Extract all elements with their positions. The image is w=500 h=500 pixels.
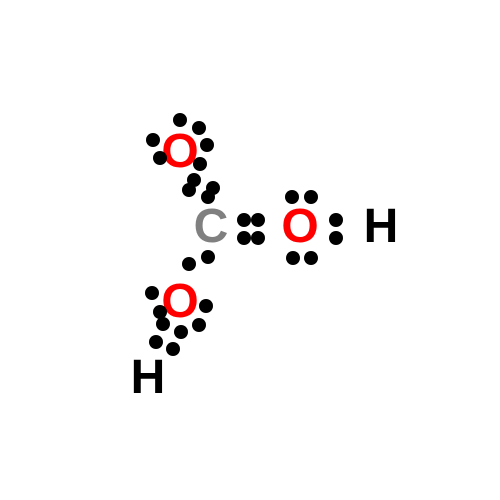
electron-dot <box>237 231 251 245</box>
electron-dot <box>199 299 213 313</box>
electron-dot <box>304 190 318 204</box>
electron-dot <box>329 231 343 245</box>
electron-dot <box>286 251 300 265</box>
electron-dot <box>251 213 265 227</box>
electron-dot <box>329 213 343 227</box>
atom-O1: O <box>161 128 198 176</box>
electron-dot <box>251 231 265 245</box>
electron-dot <box>166 342 180 356</box>
electron-dot <box>237 213 251 227</box>
electron-dot <box>174 325 188 339</box>
electron-dot <box>201 250 215 264</box>
electron-dot <box>187 173 201 187</box>
electron-dot <box>149 335 163 349</box>
atom-O2: O <box>281 203 318 251</box>
electron-dot <box>146 133 160 147</box>
electron-dot <box>173 113 187 127</box>
electron-dot <box>206 181 220 195</box>
electron-dot <box>153 151 167 165</box>
electron-dot <box>304 251 318 265</box>
lewis-structure-canvas: COOOHH <box>0 0 500 500</box>
electron-dot <box>182 257 196 271</box>
electron-dot <box>193 157 207 171</box>
atom-H2: H <box>131 354 166 402</box>
electron-dot <box>192 318 206 332</box>
electron-dot <box>145 286 159 300</box>
electron-dot <box>285 190 299 204</box>
electron-dot <box>200 138 214 152</box>
electron-dot <box>192 121 206 135</box>
electron-dot <box>156 317 170 331</box>
atom-H1: H <box>364 203 399 251</box>
atom-C: C <box>194 203 229 251</box>
